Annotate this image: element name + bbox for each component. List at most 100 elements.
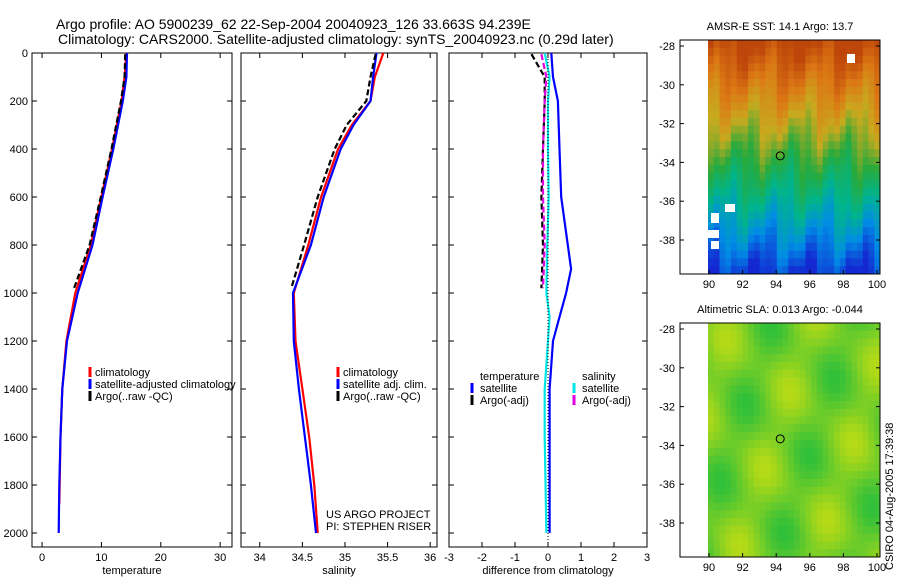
sla_map-cell	[845, 408, 852, 418]
sla_map-cell	[799, 486, 806, 496]
sla_map-ytick-label: -38	[659, 518, 675, 530]
sst_map-cell	[811, 250, 818, 259]
sst_map-cell	[736, 55, 743, 64]
sst_map-cell	[857, 235, 864, 244]
sst_map-cell	[725, 250, 732, 259]
sla_map-cell	[816, 338, 824, 347]
sst_map-cell	[834, 63, 841, 72]
sla_map-cell	[748, 323, 755, 332]
sst_map-cell	[776, 164, 783, 174]
sst_map-cell	[708, 196, 715, 205]
pi-label: PI: STEPHEN RISER	[326, 521, 431, 533]
sla_map-cell	[771, 408, 778, 418]
sla_map-cell	[857, 533, 864, 542]
sla_map-cell	[857, 440, 864, 449]
sla_map-cell	[753, 486, 761, 496]
sst_map-cell	[839, 219, 847, 228]
sla_map-cell	[753, 323, 761, 332]
sla_map-cell	[816, 463, 824, 472]
sla_map-cell	[862, 346, 869, 355]
difference-series-salinity-argo-adj-	[540, 53, 548, 289]
sst_map-cell	[788, 172, 795, 181]
sst_map-cell	[851, 250, 858, 259]
sla_map-cell	[713, 393, 720, 402]
sst_map-cell	[765, 102, 772, 111]
sst_map-cell	[828, 164, 835, 174]
sla_map-cell	[868, 377, 875, 386]
sst_map-cell	[805, 172, 812, 181]
sla_map-cell	[742, 393, 749, 402]
sla_map-cell	[782, 502, 789, 511]
sst_map-cell	[713, 219, 720, 228]
sst_map-cell	[713, 235, 720, 244]
sla_map-cell	[788, 385, 795, 394]
sst_map-cell	[748, 219, 755, 228]
sla_map-cell	[851, 401, 858, 410]
sla_map-cell	[851, 416, 858, 425]
sst_map-cell	[816, 141, 824, 150]
sst_map-cell	[759, 149, 766, 158]
sst_map-cell	[776, 258, 783, 267]
sst_map-cell	[794, 219, 801, 228]
sst_map-cell	[730, 196, 738, 205]
sla_map-cell	[765, 330, 772, 340]
sst_map-cell	[753, 118, 761, 127]
sst_map-cell	[771, 211, 778, 220]
sla_map-cell	[719, 330, 726, 340]
sst_map-cell	[719, 47, 726, 57]
sla_map-cell	[771, 463, 778, 472]
sst_map-cell	[799, 258, 806, 267]
sst_map-cell	[748, 55, 755, 64]
sst_map-cell	[765, 110, 772, 119]
sla_map-cell	[794, 549, 801, 558]
sla_map-cell	[713, 346, 720, 355]
sla_map-cell	[857, 432, 864, 441]
sla_map-cell	[788, 447, 795, 457]
sla_map-cell	[725, 330, 732, 340]
sla_map-cell	[736, 393, 743, 402]
sst_map-cell	[730, 211, 738, 220]
sla_map-cell	[874, 502, 881, 511]
sla_map-cell	[788, 323, 795, 332]
sst_map-cell	[753, 40, 761, 49]
sst_map-cell	[839, 250, 847, 259]
sla_map-cell	[811, 369, 818, 379]
sst_map-cell	[828, 141, 835, 150]
sla_map-cell	[828, 533, 835, 542]
sst_map-cell	[759, 203, 766, 213]
sst_map-cell	[868, 211, 875, 220]
sst_map-cell	[776, 133, 783, 142]
sst_map-cell	[759, 71, 766, 80]
sst_map-cell	[834, 79, 841, 88]
sla_map-cell	[834, 338, 841, 347]
sla_map-cell	[845, 525, 852, 535]
sst_map-cell	[816, 188, 824, 197]
sst_map-cell	[874, 133, 881, 142]
sla_map-cell	[811, 455, 818, 464]
sst_map-cell	[719, 242, 726, 252]
sst_map-cell	[725, 125, 732, 135]
sla_map-cell	[857, 502, 864, 511]
missing-data-cell	[711, 213, 719, 223]
sla_map-cell	[782, 440, 789, 449]
sst_map-cell	[771, 172, 778, 181]
sla_map-cell	[805, 502, 812, 511]
sla_map-cell	[862, 401, 869, 410]
sla_map-cell	[857, 455, 864, 464]
sst_map-cell	[828, 172, 835, 181]
sla_map-cell	[862, 369, 869, 379]
sla_map-cell	[736, 510, 743, 519]
sst_map-cell	[748, 71, 755, 80]
sla_map-cell	[828, 463, 835, 472]
sst_map-cell	[771, 196, 778, 205]
sst_map-cell	[811, 188, 818, 197]
sst_map-cell	[839, 102, 847, 111]
sla_map-cell	[736, 463, 743, 472]
sst_map-cell	[736, 180, 743, 189]
sla_map-cell	[851, 479, 858, 488]
sla_map-cell	[862, 541, 869, 550]
sla_map-cell	[759, 416, 766, 425]
sst_map-cell	[759, 86, 766, 96]
sst_map-cell	[874, 172, 881, 181]
sla_map-cell	[839, 447, 847, 457]
